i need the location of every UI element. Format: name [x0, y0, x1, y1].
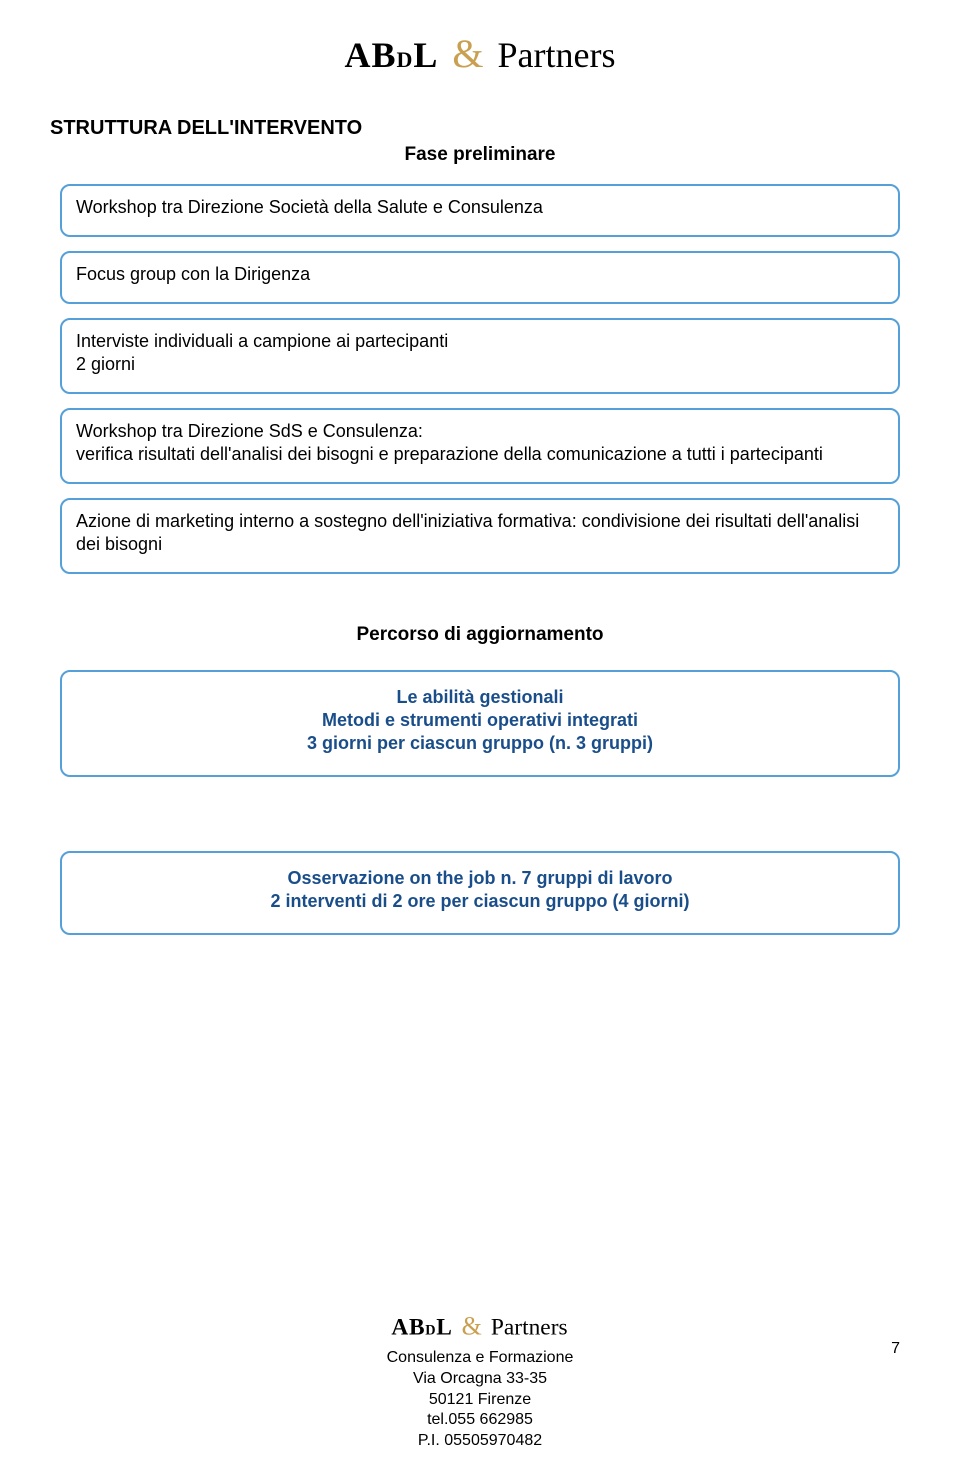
- preliminary-boxes: Workshop tra Direzione Società della Sal…: [60, 184, 900, 574]
- footer-line-3: 50121 Firenze: [0, 1390, 960, 1411]
- box-skills-line3: 3 giorni per ciascun gruppo (n. 3 gruppi…: [80, 732, 880, 755]
- footer-line-2: Via Orcagna 33-35: [0, 1369, 960, 1390]
- logo-d: D: [397, 47, 414, 72]
- footer-line-4: tel.055 662985: [0, 1410, 960, 1431]
- footer-logo-partners: Partners: [491, 1312, 568, 1342]
- footer-line-5: P.I. 05505970482: [0, 1431, 960, 1452]
- box-skills-line2: Metodi e strumenti operativi integrati: [80, 709, 880, 732]
- box-focus-group: Focus group con la Dirigenza: [60, 251, 900, 304]
- box-skills: Le abilità gestionali Metodi e strumenti…: [60, 670, 900, 777]
- footer: ABDL & Partners Consulenza e Formazione …: [0, 1300, 960, 1452]
- footer-line-1: Consulenza e Formazione: [0, 1348, 960, 1369]
- footer-logo-amp: &: [462, 1309, 482, 1343]
- fase-preliminare-title: Fase preliminare: [50, 144, 910, 166]
- box-observation-line2: 2 interventi di 2 ore per ciascun gruppo…: [80, 890, 880, 913]
- logo-ampersand: &: [452, 30, 483, 77]
- section-title: STRUTTURA DELL'INTERVENTO: [50, 117, 910, 140]
- logo-l: L: [413, 35, 438, 75]
- box-observation-line1: Osservazione on the job n. 7 gruppi di l…: [80, 867, 880, 890]
- percorso-title: Percorso di aggiornamento: [50, 624, 910, 646]
- percorso-boxes: Le abilità gestionali Metodi e strumenti…: [60, 670, 900, 935]
- box-skills-line1: Le abilità gestionali: [80, 686, 880, 709]
- logo-partners: Partners: [498, 34, 616, 76]
- footer-logo-abdl: ABDL: [392, 1312, 453, 1342]
- header-logo: ABDL & Partners: [50, 30, 910, 77]
- box-observation: Osservazione on the job n. 7 gruppi di l…: [60, 851, 900, 935]
- box-marketing: Azione di marketing interno a sostegno d…: [60, 498, 900, 574]
- box-workshop-2: Workshop tra Direzione SdS e Consulenza:…: [60, 408, 900, 484]
- box-interviews: Interviste individuali a campione ai par…: [60, 318, 900, 394]
- box-workshop-1: Workshop tra Direzione Società della Sal…: [60, 184, 900, 237]
- logo-abdl: ABDL: [344, 34, 438, 76]
- logo-ab: AB: [344, 35, 396, 75]
